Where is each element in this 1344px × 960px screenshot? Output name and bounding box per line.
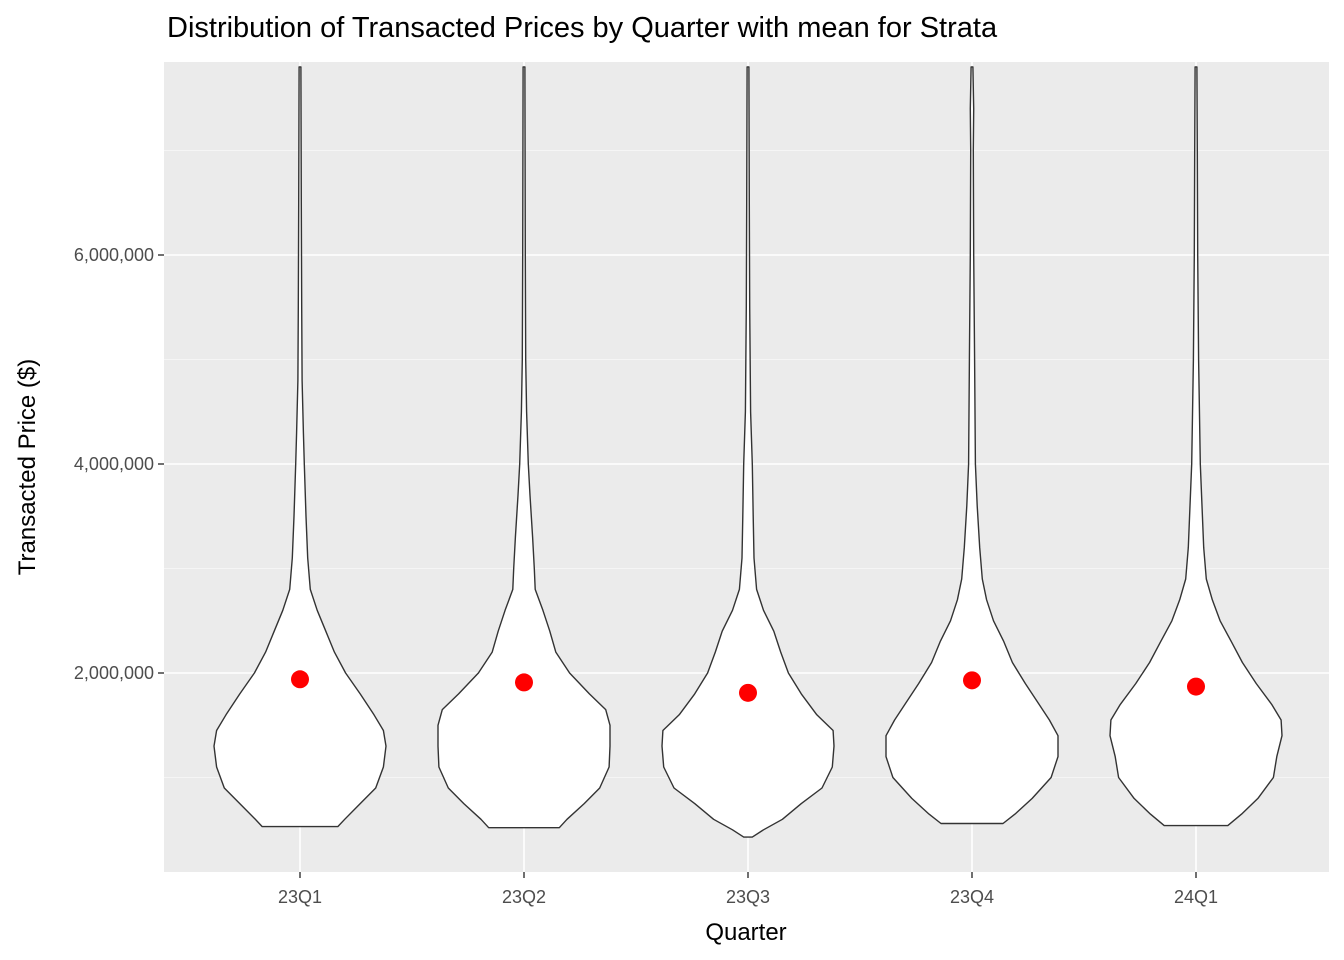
violin-23Q2 (437, 66, 611, 829)
mean-point-24Q1 (1187, 677, 1205, 696)
x-axis-title: Quarter (705, 919, 786, 946)
violin-23Q4 (885, 66, 1059, 825)
violin-23Q1 (213, 66, 387, 828)
mean-points (291, 670, 1205, 702)
violin-24Q1 (1109, 66, 1283, 827)
x-tick-label: 23Q4 (950, 887, 994, 907)
x-axis: 23Q1 23Q2 23Q3 23Q4 24Q1 (278, 872, 1218, 907)
x-tick-label: 23Q2 (502, 887, 546, 907)
x-tick-label: 24Q1 (1174, 887, 1218, 907)
violin-23Q3 (661, 66, 835, 838)
x-tick-label: 23Q1 (278, 887, 322, 907)
violins (213, 66, 1283, 838)
mean-point-23Q1 (291, 670, 309, 689)
y-tick-label: 2,000,000 (74, 663, 154, 683)
chart-title: Distribution of Transacted Prices by Qua… (167, 12, 998, 44)
x-tick-label: 23Q3 (726, 887, 770, 907)
y-tick-label: 4,000,000 (74, 454, 154, 474)
mean-point-23Q2 (515, 673, 533, 692)
y-axis: 2,000,000 4,000,000 6,000,000 (74, 245, 164, 683)
y-tick-label: 6,000,000 (74, 245, 154, 265)
y-axis-title: Transacted Price ($) (14, 359, 41, 576)
mean-point-23Q4 (963, 671, 981, 690)
mean-point-23Q3 (739, 683, 757, 702)
